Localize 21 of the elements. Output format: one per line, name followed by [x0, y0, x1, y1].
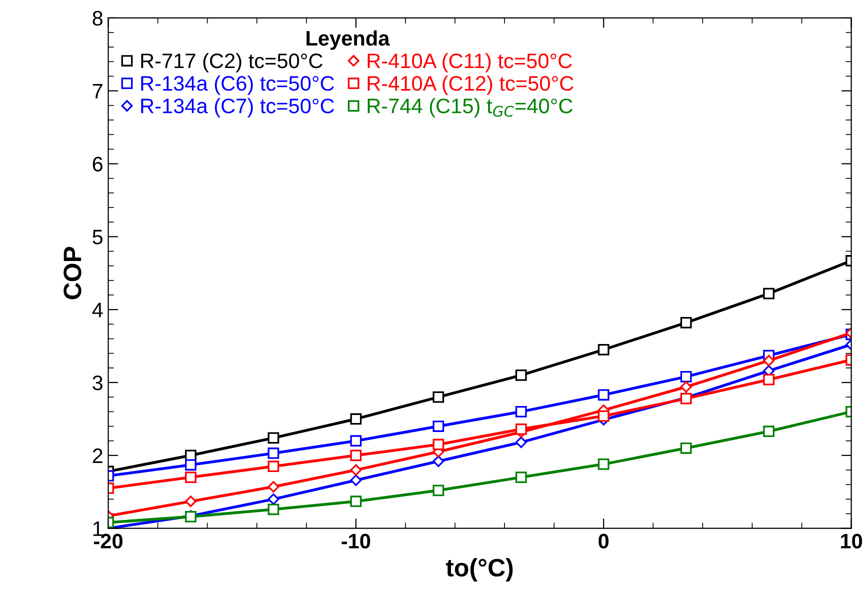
legend-label: R-134a (C7) tc=50°C: [141, 98, 334, 118]
x-tick-label: 10: [841, 534, 862, 549]
y-axis-title: COP: [64, 246, 82, 300]
legend-label: R-134a (C6) tc=50°C: [141, 76, 334, 95]
y-tick-label: 5: [92, 230, 103, 244]
legend-label: R-744 (C15) t$_{GC}$=40°C: [368, 98, 572, 118]
y-tick-label: 3: [92, 376, 102, 390]
legend-label: R-410A (C12) tc=50°C: [368, 76, 574, 95]
legend-title: Leyenda: [306, 30, 390, 50]
y-tick-label: 6: [92, 156, 102, 172]
x-tick-label: 0: [598, 534, 609, 549]
x-tick-label: -10: [342, 534, 370, 549]
y-tick-label: 4: [92, 302, 103, 318]
y-tick-label: 1: [93, 522, 102, 536]
y-tick-label: 8: [92, 10, 102, 26]
legend-label: R-410A (C11) tc=50°C: [368, 52, 572, 72]
legend-label: R-717 (C2) tc=50°C: [141, 52, 322, 72]
x-tick-label: -20: [94, 534, 122, 549]
y-tick-label: 7: [92, 84, 102, 98]
x-axis-title: to(°C): [446, 558, 513, 582]
y-tick-label: 2: [92, 448, 102, 463]
